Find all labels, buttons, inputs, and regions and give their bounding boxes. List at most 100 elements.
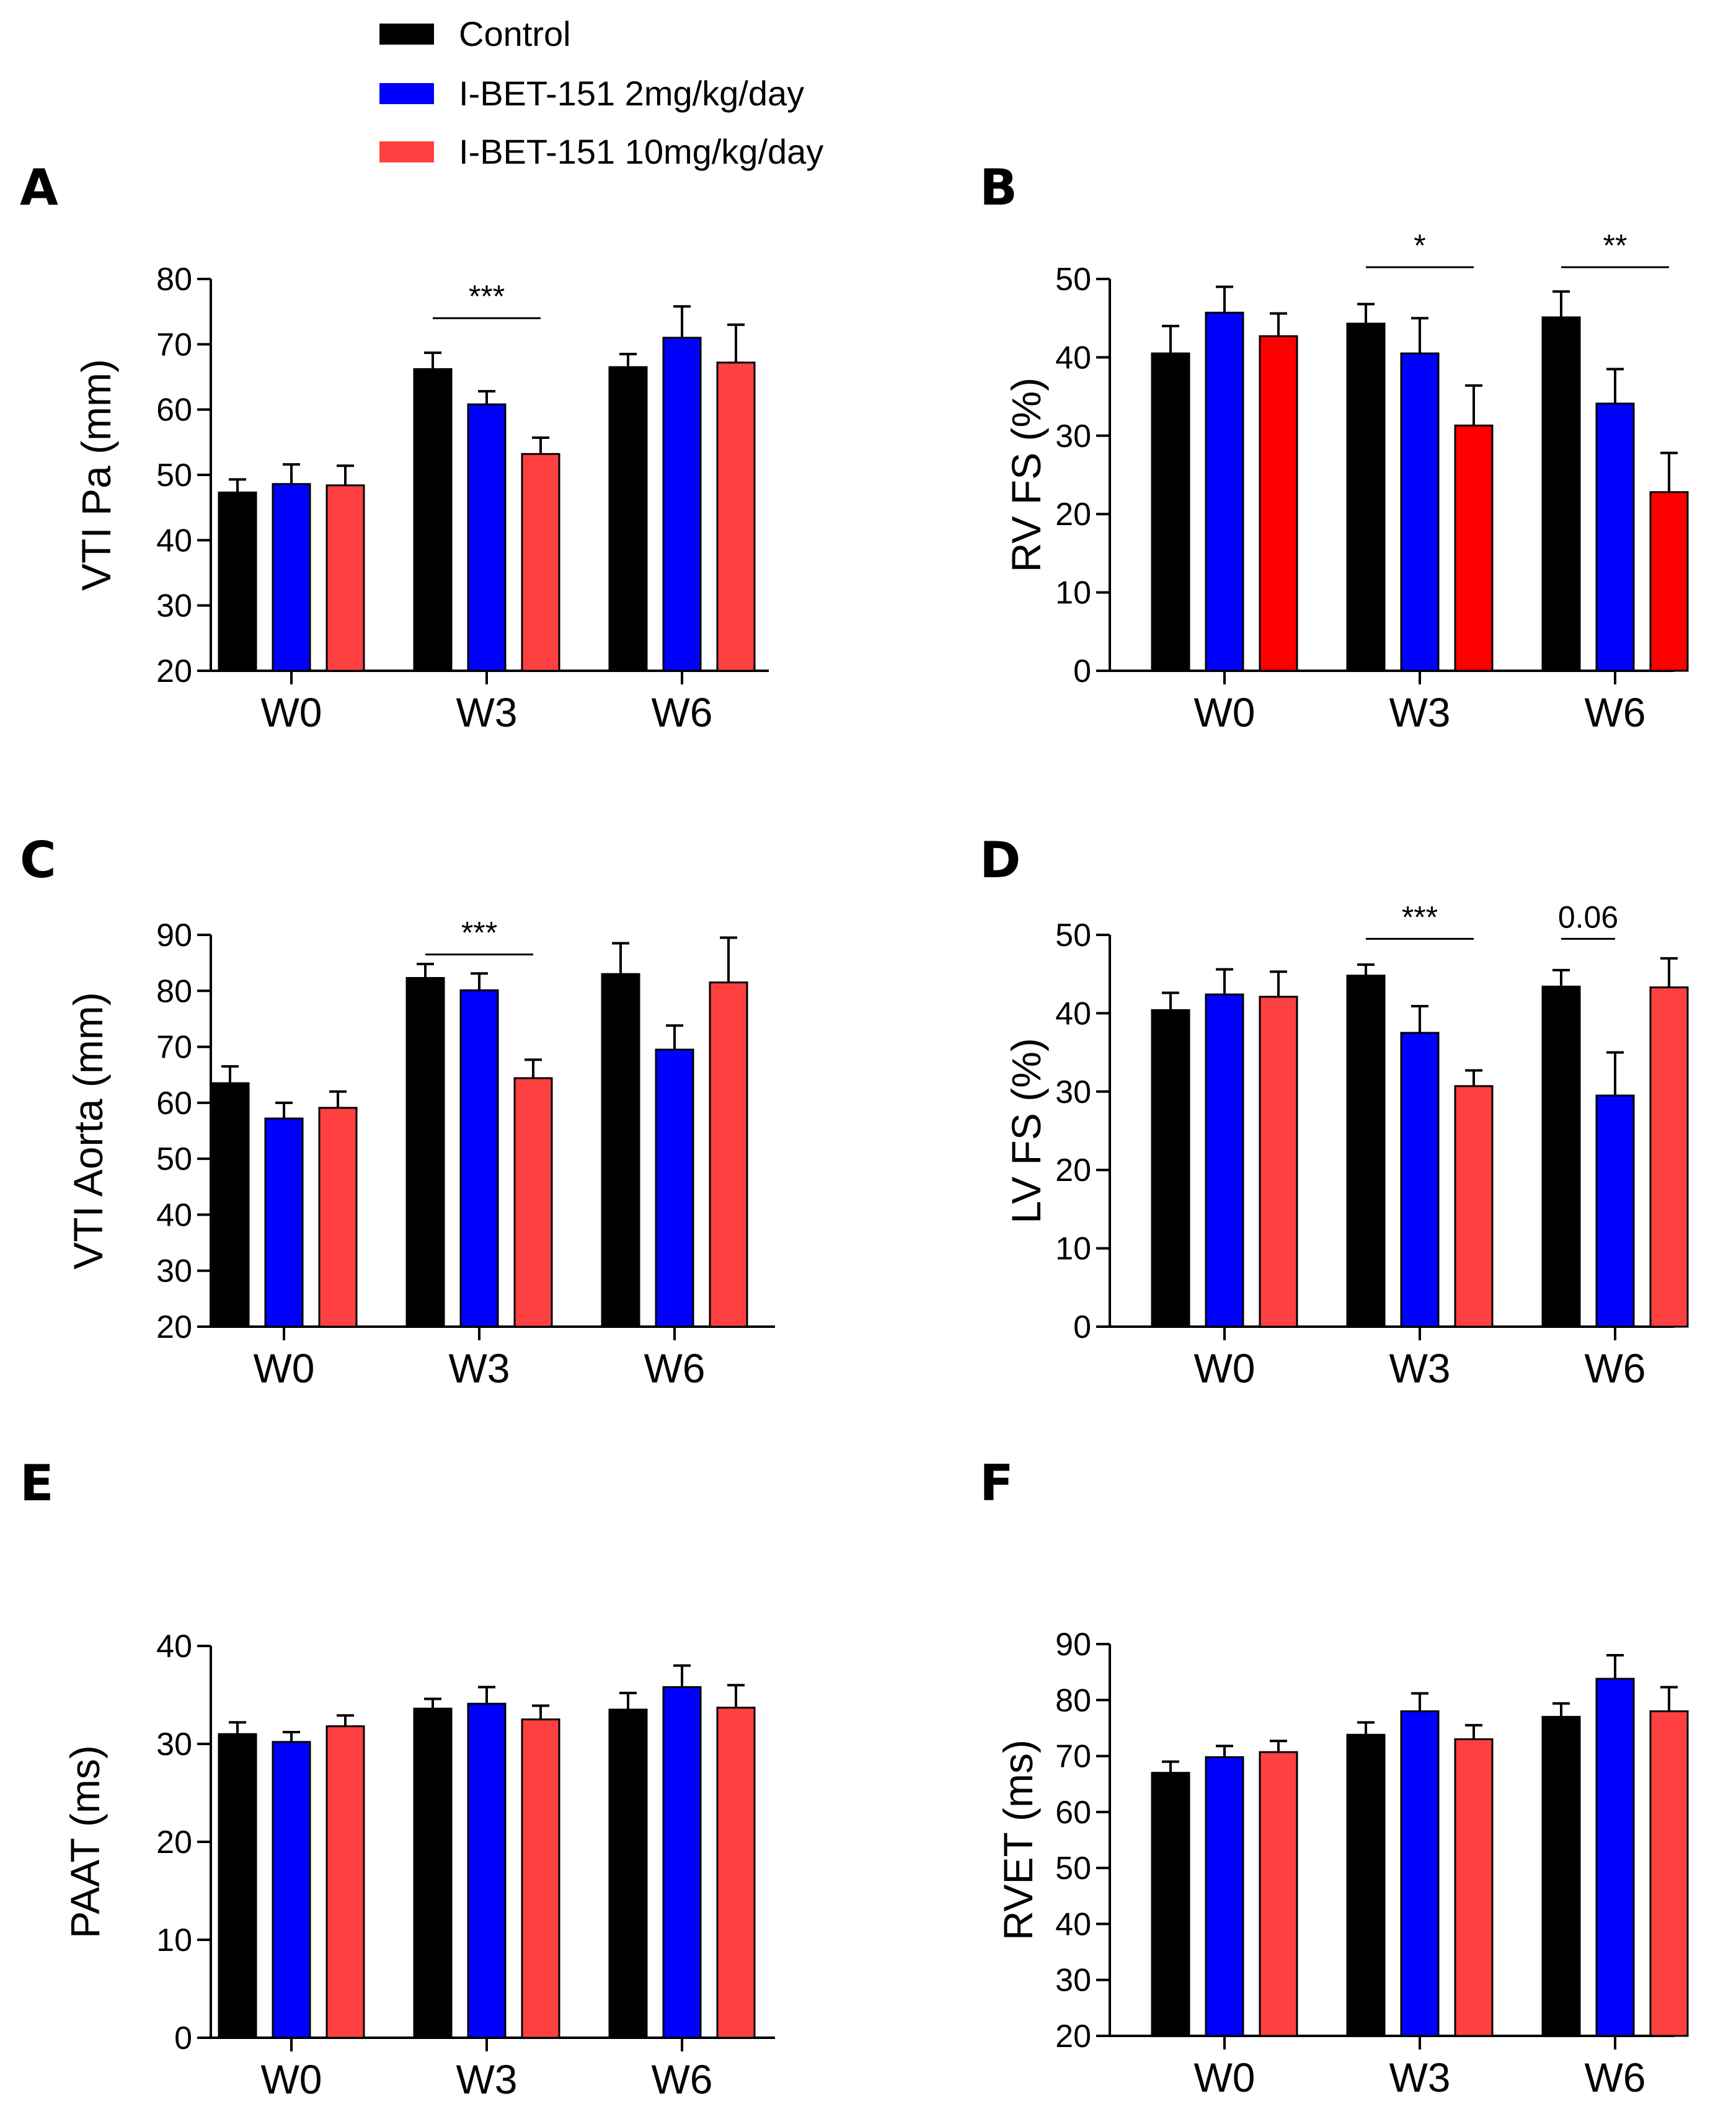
bar xyxy=(1595,1678,1635,2037)
legend-label-control: Control xyxy=(459,14,571,53)
y-tick-label: 30 xyxy=(1055,1963,1091,1999)
y-axis-title: RVET (ms) xyxy=(995,1740,1041,1940)
y-tick-label: 30 xyxy=(1055,1074,1091,1110)
x-tick-label: W3 xyxy=(1389,1345,1451,1391)
bar xyxy=(413,368,453,672)
y-tick-label: 20 xyxy=(1055,1152,1091,1188)
y-tick-label: 90 xyxy=(156,918,192,953)
x-tick-label: W0 xyxy=(1194,1345,1256,1391)
y-tick-label: 60 xyxy=(1055,1795,1091,1831)
bar xyxy=(1151,1772,1190,2037)
x-tick-label: W0 xyxy=(261,2056,322,2102)
panel-letter: A xyxy=(20,159,58,216)
y-tick-label: 50 xyxy=(156,1141,192,1177)
significance-label: *** xyxy=(461,916,497,950)
y-tick-label: 0 xyxy=(1073,653,1091,689)
y-tick-label: 40 xyxy=(1055,340,1091,376)
bar xyxy=(1346,1733,1386,2037)
y-axis-title: PAAT (ms) xyxy=(62,1745,108,1939)
y-tick-label: 20 xyxy=(1055,2019,1091,2054)
x-tick-label: W3 xyxy=(456,2056,518,2102)
bar xyxy=(716,1707,756,2039)
significance-label: *** xyxy=(1402,900,1438,934)
x-tick-label: W0 xyxy=(1194,2054,1256,2100)
bar xyxy=(1400,1032,1440,1328)
y-tick-label: 80 xyxy=(1055,1683,1091,1718)
bar xyxy=(601,973,640,1328)
y-tick-label: 30 xyxy=(156,1727,192,1762)
y-tick-label: 60 xyxy=(156,392,192,428)
bar xyxy=(1595,1094,1635,1328)
x-tick-label: W3 xyxy=(1389,2054,1451,2100)
bar xyxy=(1259,1751,1298,2037)
y-tick-label: 60 xyxy=(156,1086,192,1121)
bar xyxy=(709,981,748,1328)
bar xyxy=(1259,335,1298,672)
y-tick-label: 10 xyxy=(156,1922,192,1958)
y-tick-label: 40 xyxy=(1055,1906,1091,1942)
bar xyxy=(1595,402,1635,672)
panel-letter: F xyxy=(980,1454,1014,1512)
bar xyxy=(1454,1738,1494,2037)
y-axis-title: VTI Pa (mm) xyxy=(73,359,119,591)
legend-label-high-dose: I-BET-151 10mg/kg/day xyxy=(459,132,823,171)
y-tick-label: 80 xyxy=(156,973,192,1009)
y-tick-label: 90 xyxy=(1055,1627,1091,1663)
legend-swatch-low-dose xyxy=(379,83,434,104)
bar xyxy=(1454,424,1494,672)
bar xyxy=(405,977,445,1328)
bar xyxy=(1151,352,1190,672)
bar xyxy=(318,1107,358,1328)
x-tick-label: W6 xyxy=(652,689,713,735)
bar xyxy=(1454,1085,1494,1328)
panel-c: C 20 30 40 50 60 70 80 90 VTI Aorta (mm) W0 W3 W6 *** xyxy=(20,831,775,1391)
panel-a: A 20 30 40 50 60 70 80 VTI Pa (mm) W0 W3 W6 *** xyxy=(20,159,769,735)
y-tick-label: 10 xyxy=(1055,575,1091,611)
bar xyxy=(467,403,507,672)
y-tick-label: 20 xyxy=(156,1309,192,1345)
bar xyxy=(521,453,560,672)
bar xyxy=(716,361,756,672)
bar xyxy=(1649,491,1689,672)
y-tick-label: 0 xyxy=(1073,1309,1091,1345)
y-tick-label: 20 xyxy=(156,653,192,689)
bar xyxy=(1400,352,1440,672)
bar xyxy=(1541,1715,1581,2037)
x-tick-label: W3 xyxy=(449,1345,510,1391)
panel-letter: D xyxy=(980,831,1021,889)
bar xyxy=(1346,322,1386,672)
bar xyxy=(1400,1710,1440,2037)
y-tick-label: 70 xyxy=(156,1030,192,1066)
y-tick-label: 10 xyxy=(1055,1231,1091,1267)
y-tick-label: 50 xyxy=(156,458,192,493)
x-tick-label: W3 xyxy=(456,689,518,735)
bar xyxy=(1205,993,1244,1328)
y-tick-label: 70 xyxy=(1055,1739,1091,1775)
bar xyxy=(608,1709,648,2039)
x-tick-label: W3 xyxy=(1389,689,1451,735)
y-tick-label: 30 xyxy=(156,588,192,624)
x-tick-label: W6 xyxy=(1585,2054,1646,2100)
bar xyxy=(1205,1756,1244,2037)
y-tick-label: 30 xyxy=(1055,418,1091,454)
x-tick-label: W6 xyxy=(1585,1345,1646,1391)
legend-swatch-high-dose xyxy=(379,141,434,162)
bar xyxy=(662,337,702,672)
bar xyxy=(264,1117,304,1328)
y-tick-label: 20 xyxy=(1055,497,1091,533)
y-axis-title: RV FS (%) xyxy=(1003,378,1049,572)
panel-letter: E xyxy=(20,1454,54,1512)
legend: Control I-BET-151 2mg/kg/day I-BET-151 1… xyxy=(379,14,823,171)
significance-label: 0.06 xyxy=(1558,900,1618,934)
bar xyxy=(326,484,365,672)
x-tick-label: W0 xyxy=(261,689,322,735)
bar xyxy=(1259,996,1298,1328)
x-tick-label: W0 xyxy=(254,1345,315,1391)
bar xyxy=(218,491,257,672)
y-tick-label: 50 xyxy=(1055,1851,1091,1886)
bar xyxy=(1151,1009,1190,1328)
x-tick-label: W6 xyxy=(652,2056,713,2102)
bar xyxy=(1649,986,1689,1328)
y-tick-label: 50 xyxy=(1055,262,1091,298)
